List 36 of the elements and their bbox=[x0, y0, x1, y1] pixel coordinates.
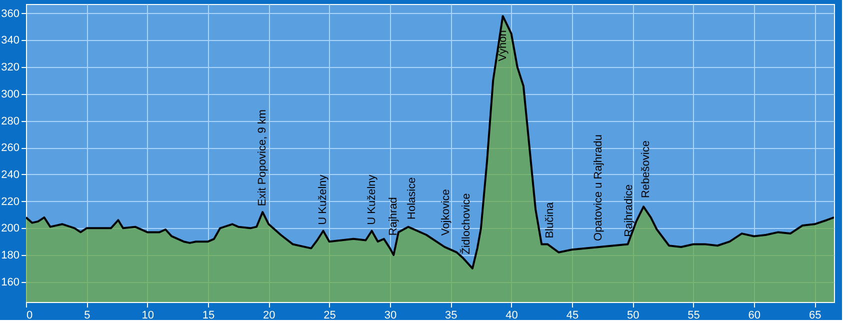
x-tick-label: 25 bbox=[324, 310, 336, 322]
x-tick-label: 5 bbox=[84, 310, 90, 322]
annotation: Židlochovice bbox=[459, 193, 472, 254]
annotation: U Kuželny bbox=[317, 174, 330, 225]
annotation: Rajhrad bbox=[388, 197, 400, 236]
y-tick-label: 220 bbox=[1, 196, 20, 208]
x-tick-label: 40 bbox=[506, 310, 518, 322]
annotation: U Kuželny bbox=[366, 174, 378, 225]
x-tick-label: 65 bbox=[808, 310, 822, 322]
annotation: Rebešovice bbox=[640, 140, 652, 198]
x-tick-label: 10 bbox=[142, 310, 154, 322]
y-tick-label: 240 bbox=[1, 168, 20, 181]
y-tick-label: 340 bbox=[1, 34, 20, 47]
y-tick-label: 360 bbox=[1, 8, 20, 20]
y-tick-label: 160 bbox=[1, 276, 20, 288]
annotation: Rajhradice bbox=[622, 184, 635, 237]
x-tick-label: 55 bbox=[688, 310, 700, 322]
x-tick-label: 30 bbox=[384, 310, 397, 322]
x-tick-label: 35 bbox=[445, 310, 458, 322]
x-tick-label: 45 bbox=[566, 310, 579, 322]
y-tick-label: 320 bbox=[1, 62, 20, 74]
y-tick-label: 260 bbox=[1, 142, 20, 154]
x-tick-label: 0 bbox=[26, 310, 33, 322]
annotation: Opatovice u Rajhradu bbox=[592, 134, 605, 241]
x-tick-label: 20 bbox=[263, 310, 276, 322]
y-tick-label: 280 bbox=[1, 115, 20, 128]
x-tick-label: 15 bbox=[202, 310, 215, 322]
y-tick-label: 300 bbox=[1, 88, 20, 100]
x-tick-label: 50 bbox=[626, 310, 640, 322]
x-tick-label: 60 bbox=[748, 310, 761, 322]
annotation: Exit Popovice, 9 km bbox=[256, 109, 269, 206]
y-tick-label: 180 bbox=[1, 250, 20, 262]
annotation: Blučina bbox=[544, 201, 556, 238]
annotation: Holasice bbox=[406, 177, 418, 220]
y-tick-label: 200 bbox=[1, 222, 20, 235]
annotation: Vojkovice bbox=[440, 189, 452, 236]
